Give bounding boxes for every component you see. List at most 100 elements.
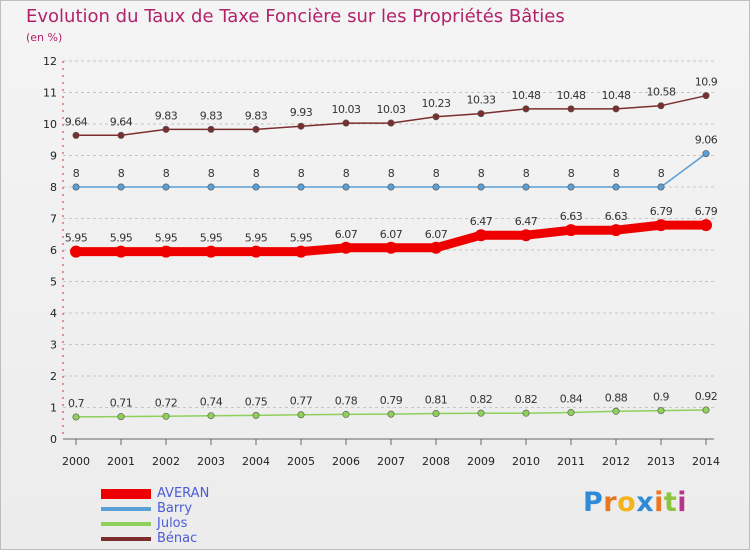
data-label-barry: 8 [433,167,440,180]
legend-label: Julos [157,516,188,531]
data-label-barry: 8 [208,167,215,180]
data-label-barry: 8 [658,167,665,180]
data-label-averan: 6.47 [470,215,493,228]
data-point-benac [612,105,620,113]
legend-item: AVERAN [101,486,209,501]
x-tick-label: 2008 [422,455,450,468]
data-point-julos [297,411,305,419]
x-tick-label: 2001 [107,455,135,468]
data-label-averan: 6.07 [380,228,403,241]
data-point-julos [432,409,440,417]
data-label-averan: 5.95 [65,232,88,245]
data-label-barry: 8 [613,167,620,180]
data-label-julos: 0.77 [290,395,313,408]
x-tick-label: 2010 [512,455,540,468]
y-tick-label: 2 [50,370,57,383]
y-tick-label: 7 [50,213,57,226]
data-point-benac [117,131,125,139]
data-label-averan: 5.95 [200,232,223,245]
legend-item: Bénac [101,531,209,546]
data-point-barry [297,183,305,191]
y-tick-label: 9 [50,150,57,163]
data-point-julos [522,409,530,417]
data-point-benac [297,122,305,130]
data-point-barry [117,183,125,191]
x-tick-label: 2003 [197,455,225,468]
data-point-julos [252,411,260,419]
data-label-barry: 8 [523,167,530,180]
x-tick-label: 2009 [467,455,495,468]
legend-swatch [101,506,151,511]
data-label-benac: 9.64 [110,115,133,128]
data-label-barry: 8 [343,167,350,180]
data-label-benac: 9.83 [155,109,178,122]
legend-label: Barry [157,501,193,516]
data-label-julos: 0.9 [653,391,669,404]
brand-letter: x [636,487,655,518]
data-point-benac [252,125,260,133]
data-point-julos [657,407,665,415]
data-label-benac: 9.93 [290,106,313,119]
data-point-benac [342,119,350,127]
legend-swatch [101,488,151,499]
chart-title: Evolution du Taux de Taxe Foncière sur l… [26,6,565,27]
chart-subtitle: (en %) [26,31,63,44]
data-label-averan: 6.79 [695,205,718,218]
data-point-averan [115,245,127,258]
data-label-julos: 0.75 [245,395,268,408]
data-point-benac [387,119,395,127]
data-point-barry [432,183,440,191]
data-point-julos [117,413,125,421]
data-label-julos: 0.7 [68,397,84,410]
data-label-benac: 10.9 [695,76,718,89]
legend-item: Julos [101,516,209,531]
data-point-benac [657,102,665,110]
y-tick-label: 3 [50,339,57,352]
data-label-averan: 5.95 [290,232,313,245]
brand-logo: Proxiti [583,487,687,518]
data-point-averan [565,224,577,237]
data-label-julos: 0.88 [605,391,628,404]
x-tick-label: 2013 [647,455,675,468]
data-point-julos [387,410,395,418]
x-tick-label: 2004 [242,455,270,468]
data-point-barry [72,183,80,191]
brand-letter: P [583,487,604,518]
data-label-benac: 9.83 [200,109,223,122]
data-point-barry [162,183,170,191]
y-tick-label: 5 [50,276,57,289]
legend-label: AVERAN [157,486,210,501]
data-point-averan [385,241,397,254]
data-label-barry: 8 [478,167,485,180]
data-label-barry: 8 [568,167,575,180]
data-label-benac: 10.03 [377,103,406,116]
data-label-benac: 10.33 [467,94,496,107]
data-point-benac [702,92,710,100]
data-label-julos: 0.71 [110,397,133,410]
brand-letter: i [654,487,664,518]
data-label-julos: 0.84 [560,393,583,406]
data-point-averan [700,219,712,232]
data-point-benac [72,131,80,139]
data-label-benac: 10.58 [647,86,676,99]
data-label-averan: 6.47 [515,215,538,228]
data-point-julos [207,412,215,420]
y-tick-label: 0 [50,433,57,446]
data-label-barry: 8 [298,167,305,180]
data-point-benac [432,113,440,121]
data-label-barry: 9.06 [695,134,718,147]
data-point-averan [250,245,262,258]
data-point-averan [610,224,622,237]
data-label-barry: 8 [163,167,170,180]
legend-swatch [101,521,151,526]
data-point-averan [160,245,172,258]
data-label-averan: 6.63 [605,210,628,223]
x-tick-label: 2000 [62,455,90,468]
data-point-averan [520,229,532,242]
data-label-averan: 5.95 [110,232,133,245]
data-label-julos: 0.74 [200,396,223,409]
data-point-barry [342,183,350,191]
data-label-benac: 10.48 [557,89,586,102]
data-point-julos [342,410,350,418]
